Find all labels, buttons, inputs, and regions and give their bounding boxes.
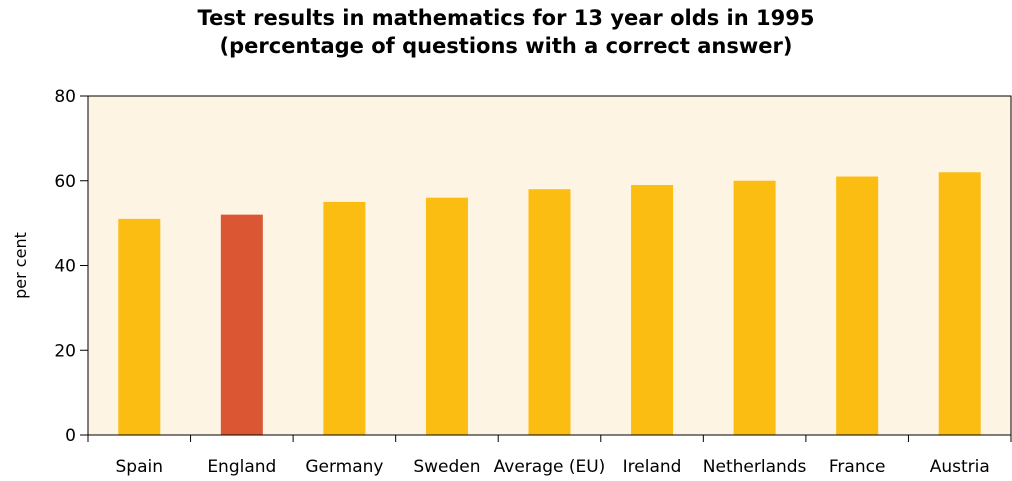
bar-spain <box>118 218 161 435</box>
x-tick-label: England <box>207 457 276 477</box>
x-tick-label: Spain <box>116 457 164 477</box>
y-tick-label: 60 <box>54 172 76 192</box>
y-tick-label: 0 <box>65 426 76 446</box>
chart-subtitle: (percentage of questions with a correct … <box>219 34 793 58</box>
bar-average-eu <box>528 189 571 435</box>
y-tick-label: 80 <box>54 87 76 107</box>
y-tick-label: 40 <box>54 257 76 277</box>
bar-sweden <box>425 197 468 435</box>
bar-ireland <box>631 184 674 435</box>
y-axis-title: per cent <box>11 232 30 299</box>
bar-germany <box>323 201 366 435</box>
x-tick-label: Austria <box>930 457 990 477</box>
chart-title: Test results in mathematics for 13 year … <box>197 6 815 30</box>
x-tick-label: France <box>829 457 886 477</box>
bar-france <box>836 176 879 435</box>
bars-group <box>118 172 981 435</box>
x-tick-label: Ireland <box>623 457 682 477</box>
x-tick-label: Sweden <box>413 457 480 477</box>
y-ticks-group: 0 20 40 60 80 <box>54 87 88 446</box>
y-tick-label: 20 <box>54 341 76 361</box>
x-tick-label: Average (EU) <box>494 457 606 477</box>
x-tick-label: Netherlands <box>703 457 807 477</box>
chart-title-block: Test results in mathematics for 13 year … <box>0 4 1012 60</box>
x-tick-label: Germany <box>305 457 383 477</box>
bar-netherlands <box>733 180 776 435</box>
bar-austria <box>938 172 981 435</box>
x-ticks-group: Spain England Germany Sweden Average (EU) Ire… <box>87 435 1012 477</box>
bar-england <box>220 214 263 435</box>
